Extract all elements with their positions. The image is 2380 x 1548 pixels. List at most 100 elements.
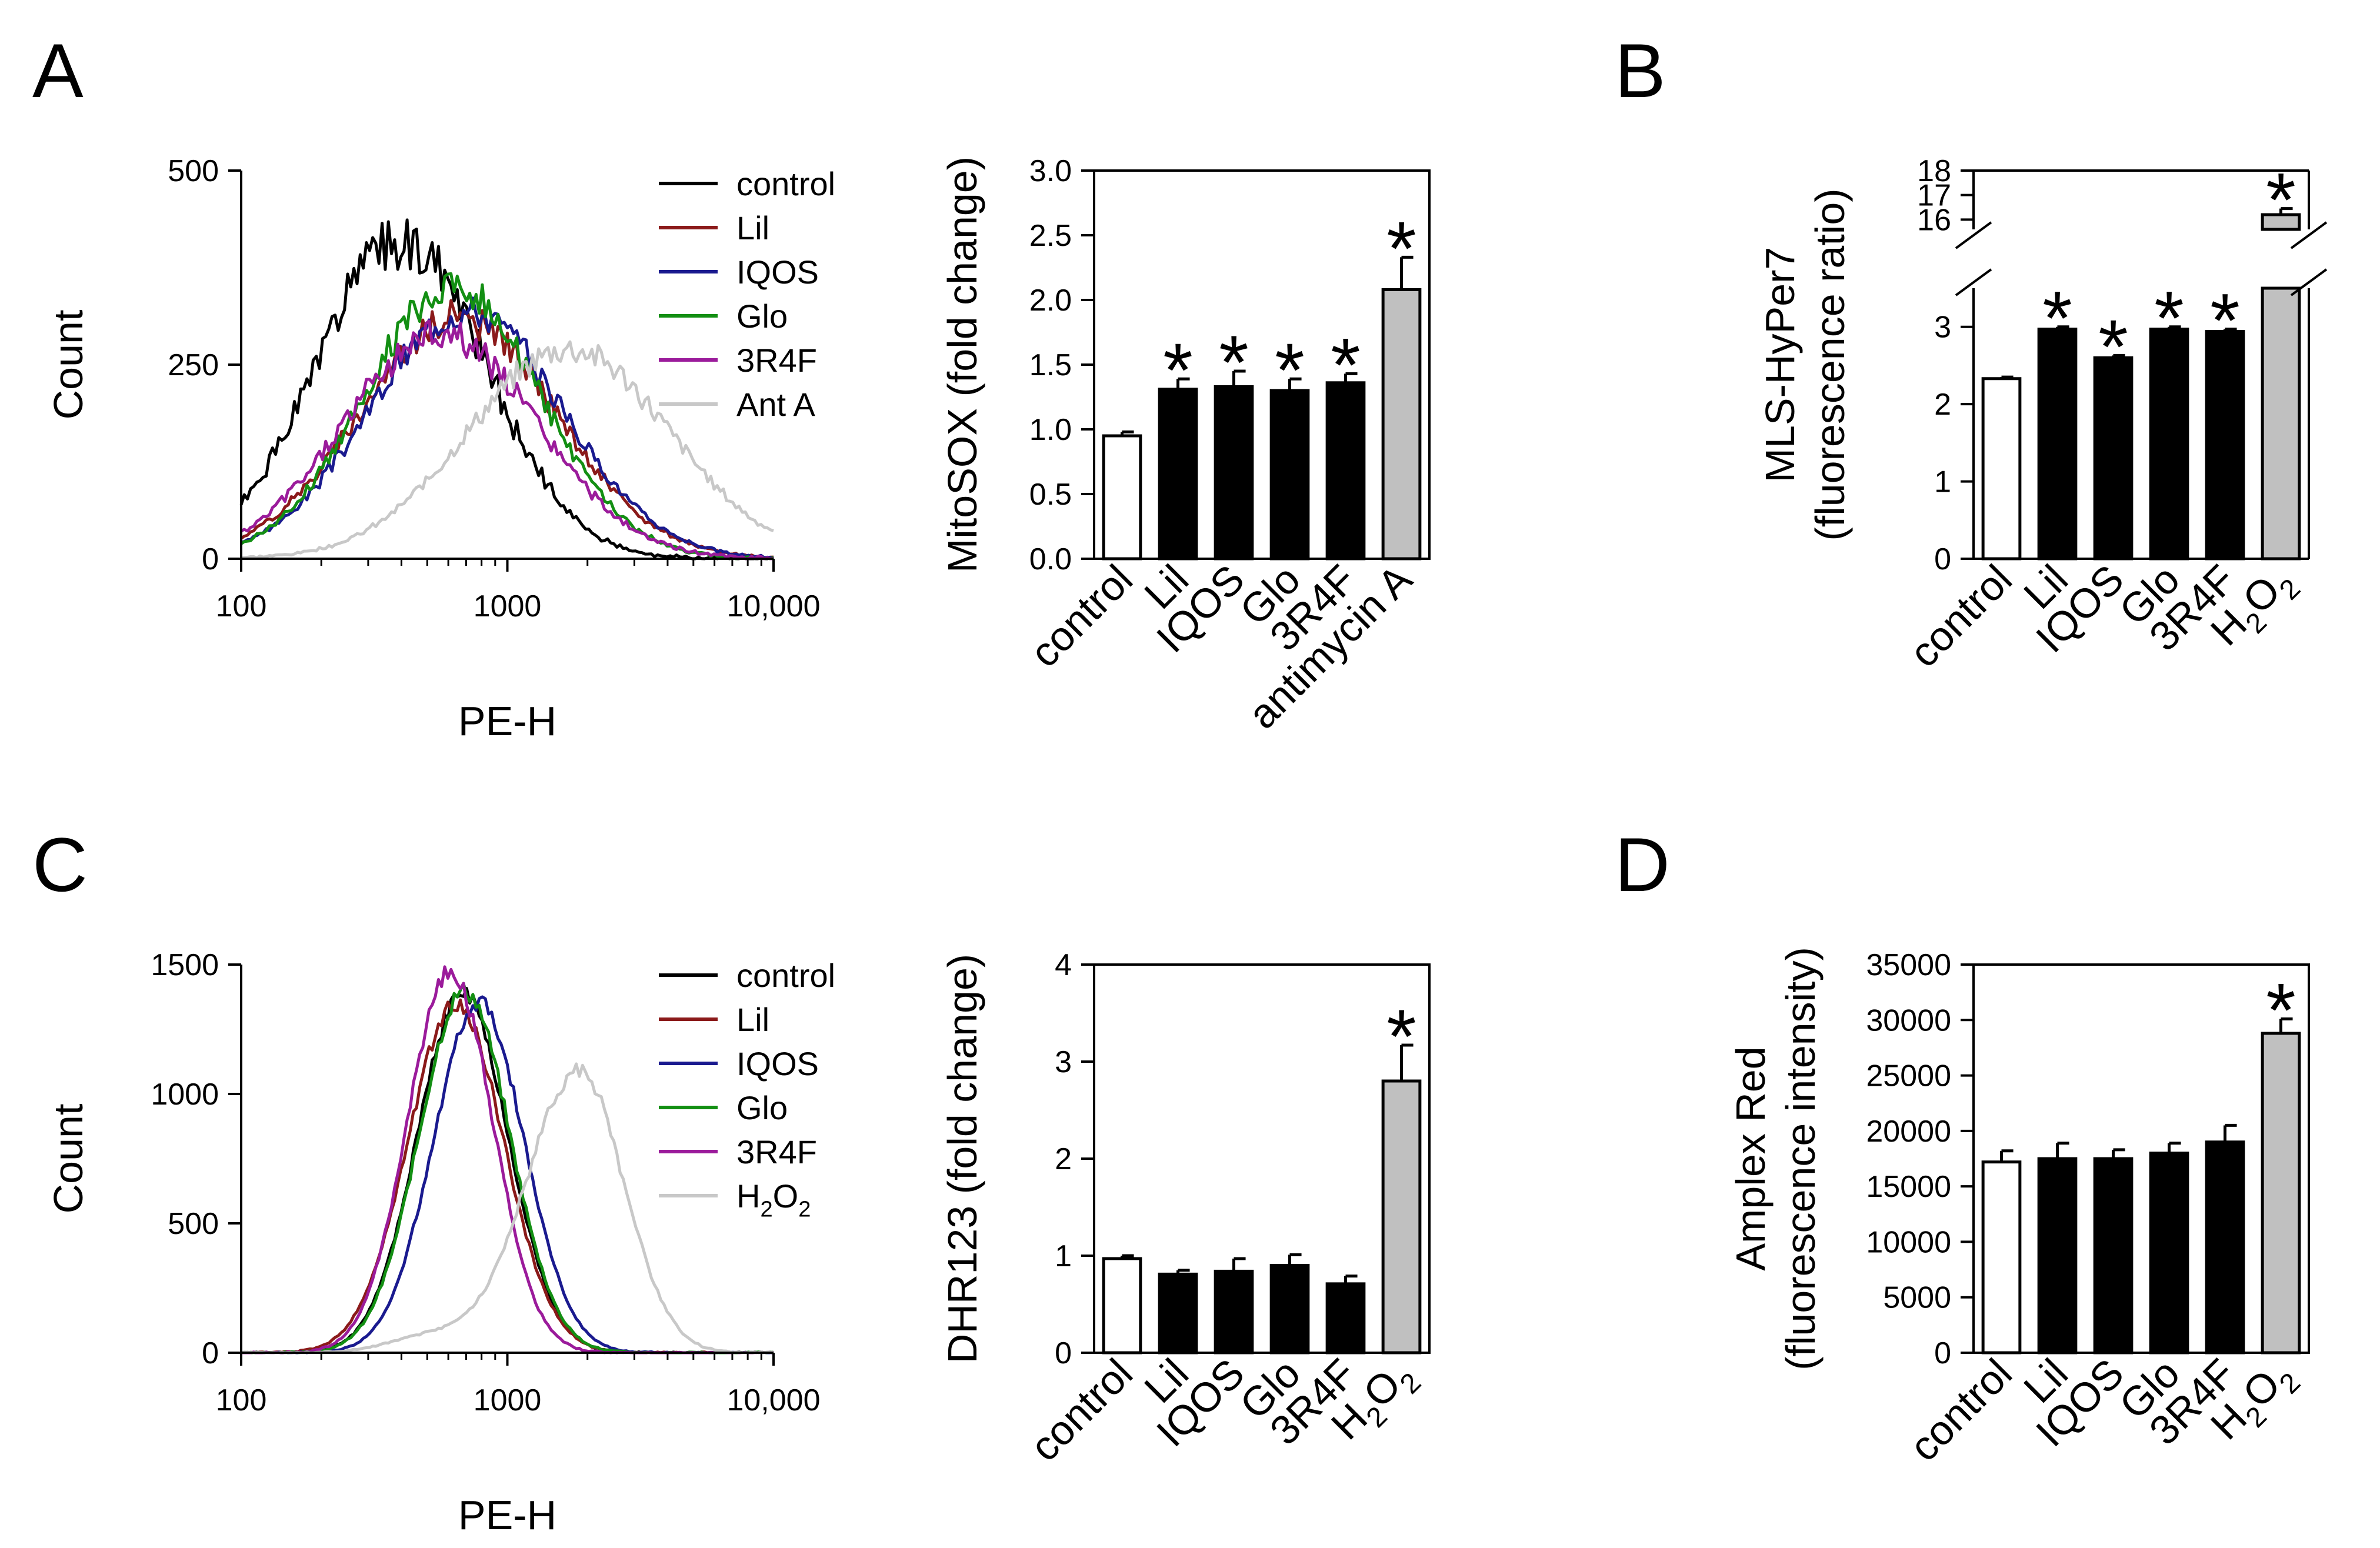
y-tick-label: 20000 [1866,1115,1951,1149]
bar-glo [1269,389,1310,561]
legend-label: 3R4F [736,1133,817,1170]
x-axis-label: PE-H [458,1492,556,1538]
x-tick-label: 10,000 [726,1383,820,1417]
plot-frame [1093,963,1431,1354]
bar-h2o2 [2261,1032,2301,1354]
series-line-lil [241,998,774,1354]
significance-star: * [2266,967,2296,1053]
legend-label: IQOS [736,1045,819,1082]
significance-star: * [1331,322,1361,408]
y-tick-label: 500 [168,154,219,188]
bar-chart-amplex-red: * 0 5000 10000 15000 20000 25000 30000 35000 cont… [1728,947,2310,1470]
label-part: H [736,1177,760,1215]
bar-control [1981,1160,2022,1354]
bar-lil [2037,1157,2078,1354]
histogram-chart-c: 0 500 1000 1500 100 1000 10,000 PE-H Count contro… [45,948,835,1538]
label-part: O [2234,1361,2289,1416]
y-tick-label: 30000 [1866,1003,1951,1037]
y-tick-label: 1 [1934,465,1951,499]
bar-h2o2-upper [2261,213,2301,231]
x-tick-label: 1000 [474,1383,542,1417]
bar-3r4f [1325,1282,1366,1354]
bar-h2o2 [1381,1079,1422,1354]
x-tick-label: 10,000 [726,589,820,623]
bar-chart-hyper7: * * * **0123161718controlLilIQOSGlo3R4FH2O2… [1757,154,2328,676]
significance-star: * [1163,327,1193,413]
bar-h2o2-lower [2261,286,2301,561]
panel-letter-d: D [1615,822,1670,908]
x-tick-label: 100 [216,589,267,623]
bar-iqos [1214,385,1254,561]
bar-lil [2037,328,2078,561]
bar-glo [2149,1152,2189,1354]
axis-break-mark [1955,268,1992,296]
significance-star: * [1386,205,1416,291]
bar-3r4f [2205,1140,2245,1354]
series-line-control [239,218,774,561]
y-tick-label: 18 [1917,154,1951,188]
significance-star: * [1386,993,1416,1079]
axis-break-mark [1955,221,1992,249]
bar-iqos [1214,1269,1254,1354]
y-tick-label: 1000 [151,1077,219,1112]
y-tick-label: 16 [1917,203,1951,237]
y-tick-label: 2.5 [1029,219,1072,253]
significance-star: * [1275,327,1305,413]
y-tick-label: 0.0 [1029,542,1072,576]
panel-letter-c: C [32,822,88,908]
y-tick-label: 15000 [1866,1170,1951,1204]
y-axis-label: Amplex Red [1728,1046,1774,1270]
y-tick-label: 0 [1934,1336,1951,1370]
panel-letter-a: A [32,28,84,114]
legend-label: Glo [736,298,788,335]
y-tick-label: 3 [1055,1045,1072,1079]
legend-label: IQOS [736,253,819,291]
series-line-lil [240,299,774,559]
y-tick-label: 35000 [1866,948,1951,982]
significance-star: * [1219,319,1249,405]
significance-star: * [2154,275,2184,361]
y-tick-label: 2 [1934,388,1951,422]
y-tick-label: 17 [1917,179,1951,213]
label-part: 2 [760,1197,772,1222]
y-axis-label: MitoSOX (fold change) [939,156,985,573]
bar-antimycin-a [1381,288,1422,561]
legend-label: control [736,165,835,202]
y-tick-label: 1.0 [1029,413,1072,447]
category-label: control [1021,1350,1141,1470]
y-axis-label: Count [45,310,91,420]
y-axis-label: MLS-HyPer7 [1757,247,1803,483]
x-axis-label: PE-H [458,698,556,744]
plot-frame [1972,963,2310,1354]
series-line-iqos [241,995,774,1354]
y-tick-label: 2 [1055,1142,1072,1176]
axis-break-mark [2290,268,2328,296]
bar-3r4f [2205,330,2245,561]
bar-3r4f [1325,381,1366,561]
significance-star: * [2042,275,2072,361]
legend-label: Glo [736,1089,788,1126]
y-axis-label-units: (fluorescence intensity) [1778,947,1824,1370]
bar-lil [1158,388,1198,561]
series-line-3r4f [240,319,774,561]
legend-label: control [736,957,835,994]
series-line-glo [241,982,774,1354]
histogram-chart-a: 0 250 500 100 1000 10,000 PE-H Count control Lil I… [45,154,835,744]
significance-star: * [2210,278,2240,363]
y-tick-label: 25000 [1866,1059,1951,1093]
y-tick-label: 1500 [151,948,219,982]
legend-label: 3R4F [736,342,817,379]
y-tick-label: 4 [1055,948,1072,982]
y-tick-label: 500 [168,1207,219,1241]
bar-control [1981,377,2022,561]
y-tick-label: 5000 [1883,1281,1951,1315]
legend-label: Lil [736,1001,769,1038]
series-line-iqos [241,296,774,560]
y-tick-label: 1 [1055,1239,1072,1273]
bar-glo [1269,1264,1310,1354]
y-axis-label: DHR123 (fold change) [939,954,985,1363]
y-tick-label: 0.5 [1029,478,1072,512]
bar-iqos [2093,1157,2134,1354]
